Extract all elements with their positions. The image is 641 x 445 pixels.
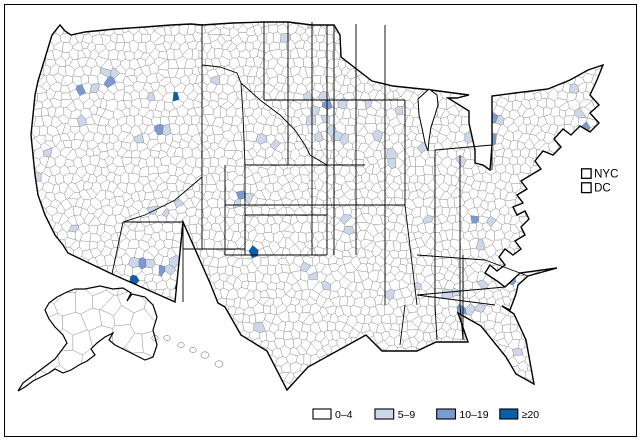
svg-text:DC: DC bbox=[594, 183, 611, 195]
svg-text:≥20: ≥20 bbox=[522, 409, 540, 421]
svg-text:10–19: 10–19 bbox=[459, 409, 488, 421]
svg-text:0–4: 0–4 bbox=[335, 409, 353, 421]
svg-text:NYC: NYC bbox=[594, 168, 618, 180]
svg-text:5–9: 5–9 bbox=[398, 409, 416, 421]
